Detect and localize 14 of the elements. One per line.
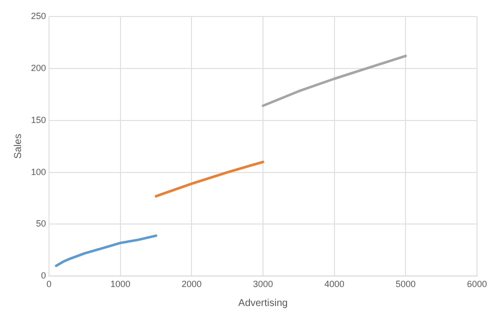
x-tick-label: 6000 xyxy=(466,279,488,290)
x-tick-label: 5000 xyxy=(396,279,416,290)
y-tick-label: 250 xyxy=(30,10,46,21)
y-tick-label: 0 xyxy=(41,270,46,281)
x-axis-title: Advertising xyxy=(238,298,288,309)
x-tick-label: 3000 xyxy=(252,279,274,290)
y-tick-label: 200 xyxy=(30,62,46,73)
x-tick-label: 2000 xyxy=(182,279,202,290)
x-tick-label: 1000 xyxy=(110,279,130,290)
y-tick-label: 100 xyxy=(30,166,46,177)
y-tick-label: 50 xyxy=(36,218,46,229)
x-tick-label: 4000 xyxy=(324,279,344,290)
y-axis-title: Sales xyxy=(12,134,24,159)
y-tick-label: 150 xyxy=(30,114,46,125)
